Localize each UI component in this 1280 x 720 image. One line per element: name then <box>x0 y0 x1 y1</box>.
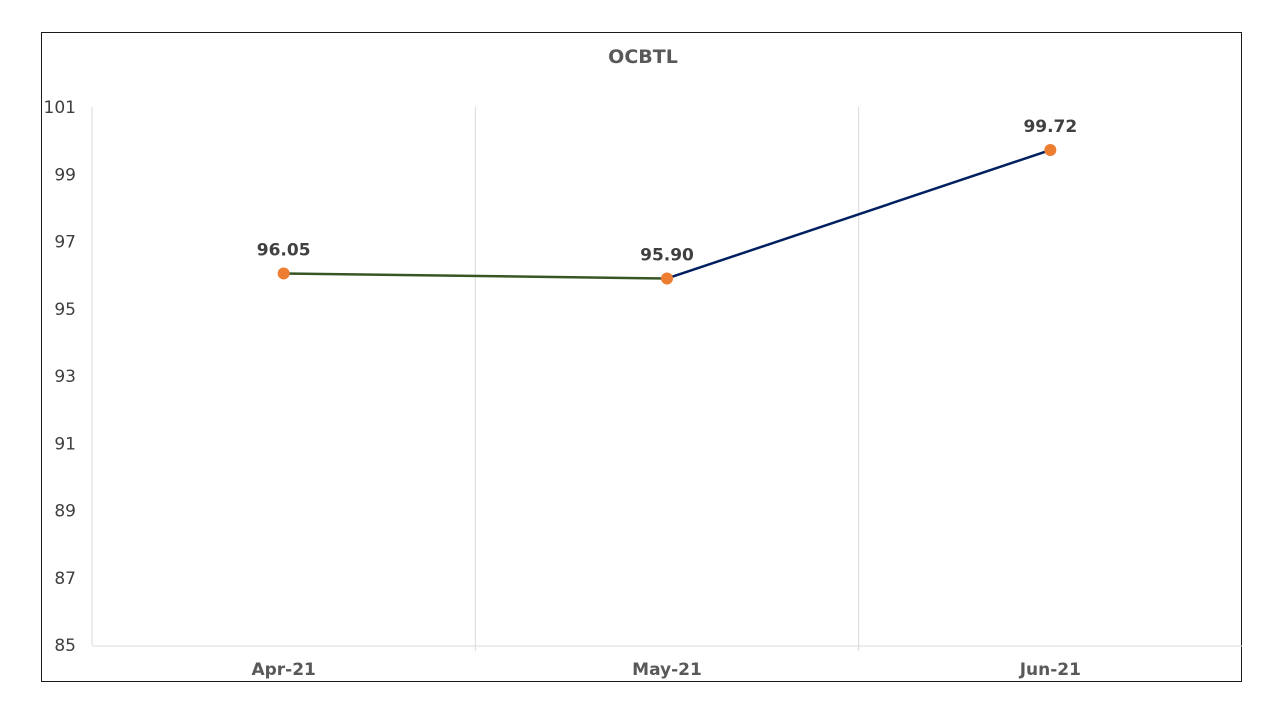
chart-frame <box>41 32 1242 682</box>
data-label: 95.90 <box>640 245 694 265</box>
x-tick-label: Apr-21 <box>251 660 315 680</box>
y-tick-label: 85 <box>54 636 76 656</box>
y-tick-label: 93 <box>54 367 76 387</box>
data-point <box>661 272 673 285</box>
data-labels: 96.05 95.90 99.72 <box>257 117 1077 265</box>
y-tick-label: 87 <box>54 569 76 589</box>
y-axis: 101 99 97 95 93 91 89 87 85 <box>44 98 76 656</box>
y-tick-label: 91 <box>54 434 76 454</box>
data-point <box>1044 144 1057 157</box>
x-tick-label: Jun-21 <box>1019 660 1081 680</box>
y-tick-label: 99 <box>54 165 76 185</box>
data-point <box>277 267 290 280</box>
series-line-segment <box>666 148 1051 280</box>
y-tick-label: 95 <box>54 300 76 320</box>
y-tick-label: 89 <box>54 502 76 522</box>
y-tick-label: 97 <box>54 233 76 253</box>
series-points <box>277 144 1057 285</box>
series-line-segment <box>283 272 668 280</box>
series-lines <box>283 148 1051 280</box>
chart-title: OCBTL <box>608 46 678 68</box>
data-label: 96.05 <box>257 240 311 260</box>
x-tick-label: May-21 <box>632 660 702 680</box>
y-tick-label: 101 <box>44 98 76 118</box>
data-label: 99.72 <box>1023 117 1077 137</box>
x-axis: Apr-21 May-21 Jun-21 <box>251 660 1081 680</box>
grid <box>91 107 1242 651</box>
